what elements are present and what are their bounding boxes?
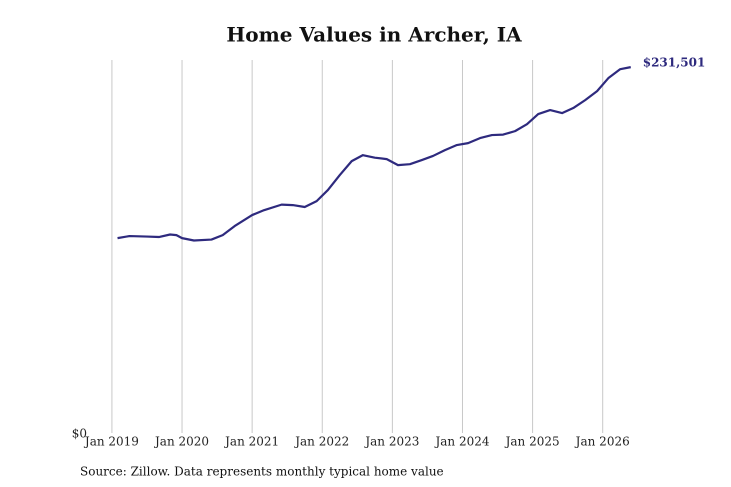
x-tick-label: Jan 2024	[433, 435, 489, 449]
value-label: $231,501	[643, 56, 706, 70]
x-tick-label: Jan 2022	[293, 435, 349, 449]
x-tick-label: Jan 2025	[504, 435, 560, 449]
x-tick-label: Jan 2019	[83, 435, 139, 449]
x-tick-label: Jan 2020	[153, 435, 209, 449]
line	[117, 66, 631, 242]
y-tick-label: $0	[72, 427, 87, 441]
source-note: Source: Zillow. Data represents monthly …	[80, 465, 444, 479]
x-tick-label: Jan 2021	[223, 435, 279, 449]
x-tick-label: Jan 2023	[363, 435, 419, 449]
x-tick-label: Jan 2026	[574, 435, 630, 449]
chart-title: Home Values in Archer, IA	[226, 23, 522, 47]
